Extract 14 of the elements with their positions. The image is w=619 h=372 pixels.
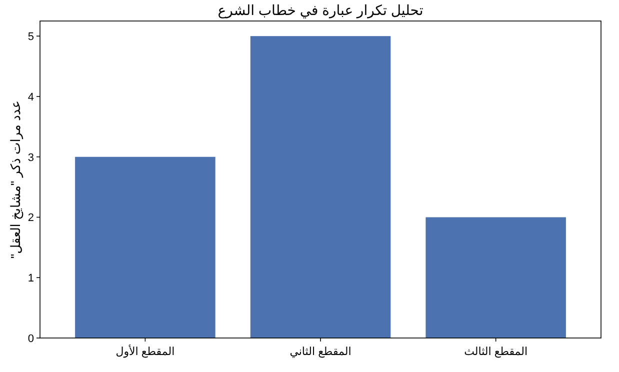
y-axis-title: عدد مرات ذكر "مشايخ العقل" — [8, 100, 24, 258]
y-tick-label: 2 — [28, 212, 34, 224]
chart-title: تحليل تكرار عبارة في خطاب الشرع — [218, 2, 424, 19]
x-tick-label: المقطع الثاني — [290, 346, 352, 358]
y-tick-label: 1 — [28, 272, 34, 285]
bar — [75, 156, 216, 338]
y-tick-label: 0 — [28, 333, 34, 345]
x-tick-label: المقطع الأول — [116, 344, 175, 358]
bar — [426, 217, 566, 338]
y-tick-label: 4 — [28, 91, 34, 104]
y-tick-label: 3 — [28, 152, 34, 164]
y-tick-label: 5 — [28, 31, 34, 44]
x-tick-label: المقطع الثالث — [464, 346, 528, 358]
bar — [250, 36, 391, 338]
